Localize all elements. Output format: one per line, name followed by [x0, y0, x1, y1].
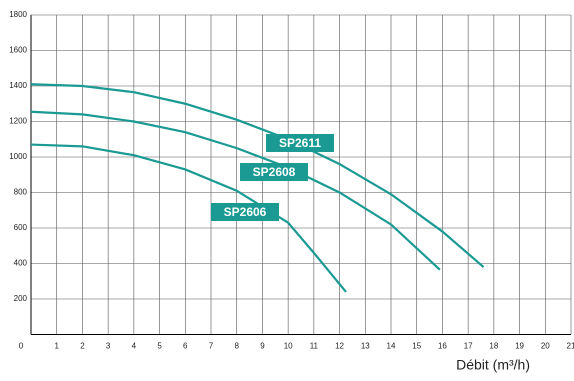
y-tick-label: 400 — [14, 259, 28, 268]
curve — [30, 143, 347, 293]
x-tick-label: 17 — [464, 342, 473, 351]
y-tick-label: 1000 — [9, 152, 27, 161]
x-tick-label: 20 — [541, 342, 550, 351]
x-tick-label: 0 — [19, 342, 24, 351]
x-tick-label: 14 — [387, 342, 396, 351]
curve — [30, 83, 485, 268]
y-tick-label: 1200 — [9, 117, 27, 126]
y-tick-label: 1400 — [9, 81, 27, 90]
x-tick-label: 3 — [106, 342, 111, 351]
y-tick-label: 1600 — [9, 46, 27, 55]
curve — [30, 110, 441, 271]
x-tick-label: 18 — [489, 342, 498, 351]
x-tick-label: 7 — [209, 342, 214, 351]
curve-label: SP2611 — [279, 136, 321, 150]
x-tick-label: 16 — [438, 342, 447, 351]
x-tick-label: 1 — [54, 342, 59, 351]
x-tick-label: 11 — [310, 342, 319, 351]
x-tick-label: 21 — [567, 342, 574, 351]
curve-label-box — [266, 134, 334, 152]
x-tick-label: 9 — [260, 342, 265, 351]
x-tick-label: 4 — [132, 342, 137, 351]
curve-label: SP2606 — [224, 205, 267, 219]
x-tick-label: 6 — [183, 342, 188, 351]
curve-label-box — [211, 203, 279, 221]
x-tick-label: 13 — [361, 342, 370, 351]
x-tick-label: 10 — [284, 342, 293, 351]
y-tick-label: 800 — [14, 188, 28, 197]
curve-label: SP2608 — [253, 165, 296, 179]
y-tick-label: 200 — [14, 294, 28, 303]
y-tick-label: 1800 — [9, 10, 27, 19]
x-tick-label: 12 — [335, 342, 344, 351]
x-tick-label: 2 — [80, 342, 85, 351]
x-tick-label: 15 — [412, 342, 421, 351]
x-axis-label: Débit (m³/h) — [456, 357, 530, 373]
x-tick-label: 19 — [515, 342, 524, 351]
curve-label-box — [240, 163, 308, 181]
y-tick-label: 600 — [14, 223, 28, 232]
x-tick-label: 8 — [234, 342, 239, 351]
x-tick-label: 5 — [157, 342, 162, 351]
